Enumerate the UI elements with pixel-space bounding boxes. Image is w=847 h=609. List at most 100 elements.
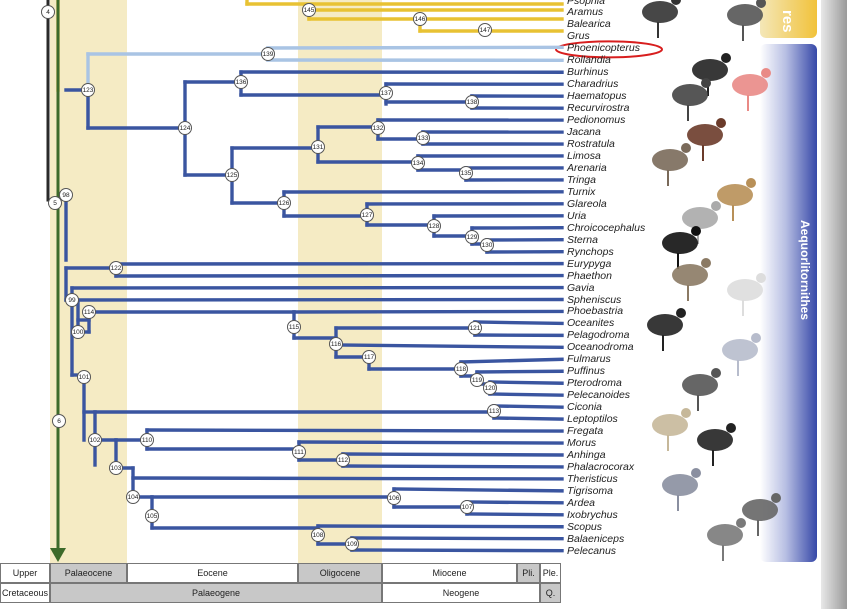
node-label: 113 (487, 404, 501, 418)
taxon-label: Spheniscus (567, 293, 622, 306)
taxon-label: Phoebastria (567, 305, 624, 318)
taxon-label: Haematopus (567, 90, 627, 103)
node-label: 107 (460, 500, 474, 514)
taxon-label: Grus (567, 30, 590, 43)
node-label: 146 (413, 12, 427, 26)
taxon-label: Oceanodroma (567, 341, 634, 354)
taxon-label: Rynchops (567, 245, 614, 258)
node-label: 115 (287, 320, 301, 334)
taxon-label: Tigrisoma (567, 484, 613, 497)
taxon-label: Recurvirostra (567, 102, 630, 115)
branch (465, 512, 564, 517)
node-label: 103 (109, 461, 123, 475)
node-label: 134 (411, 156, 425, 170)
bird-illustration (662, 474, 698, 496)
taxon-label: Phoenicopterus (567, 42, 640, 55)
branch (350, 536, 564, 541)
taxon-label: Jacana (567, 126, 601, 139)
taxon-label: Aramus (567, 6, 604, 19)
taxon-label: Theristicus (567, 472, 618, 485)
epoch-row-label: Upper (0, 563, 50, 583)
node-label: 5 (48, 196, 62, 210)
node-label: 119 (470, 373, 484, 387)
node-label: 117 (362, 350, 376, 364)
branch (465, 500, 564, 505)
node-label: 114 (82, 305, 96, 319)
taxon-label: Anhinga (567, 448, 606, 461)
bird-illustration (736, 518, 746, 528)
taxon-label: Burhinus (567, 66, 609, 79)
node-label: 138 (465, 95, 479, 109)
taxon-label: Balearica (567, 18, 611, 31)
branch (475, 369, 564, 374)
bird-illustration (727, 4, 763, 26)
taxon-label: Ixobrychus (567, 508, 618, 521)
node-label: 104 (126, 490, 140, 504)
bird-illustration (771, 493, 781, 503)
bird-illustration (726, 423, 736, 433)
taxon-label: Eurypyga (567, 257, 612, 270)
node-label: 4 (41, 5, 55, 19)
bird-illustration (672, 84, 708, 106)
branch (492, 416, 564, 421)
taxon-label: Morus (567, 437, 597, 450)
node-label: 145 (302, 3, 316, 17)
bird-illustration (711, 201, 721, 211)
node-label: 111 (292, 445, 306, 459)
branch (266, 45, 564, 50)
node-label: 123 (81, 83, 95, 97)
time-arrow (50, 548, 66, 562)
node-label: 139 (261, 47, 275, 61)
bird-illustration (746, 178, 756, 188)
period-quaternary: Q. (540, 583, 561, 603)
branch (488, 392, 564, 397)
branch (145, 428, 564, 433)
branch (76, 297, 564, 302)
branch (292, 309, 564, 314)
bird-illustration (676, 308, 686, 318)
branch (297, 440, 564, 445)
node-label: 108 (311, 528, 325, 542)
bird-illustration (681, 143, 691, 153)
taxon-label: Ciconia (567, 401, 603, 414)
node-label: 126 (277, 196, 291, 210)
branch (459, 357, 564, 364)
epoch-oligocene: Oligocene (298, 563, 382, 583)
bird-illustration (672, 264, 708, 286)
period-neogene: Neogene (382, 583, 540, 603)
taxon-label: Charadrius (567, 78, 619, 91)
taxon-label: Pterodroma (567, 377, 622, 390)
bird-illustration (697, 429, 733, 451)
branch (341, 452, 564, 457)
node-label: 127 (360, 208, 374, 222)
node-label: 124 (178, 121, 192, 135)
bird-illustration (682, 207, 718, 229)
bird-illustration (647, 314, 683, 336)
bird-illustration (682, 374, 718, 396)
node-label: 131 (311, 140, 325, 154)
node-label: 120 (483, 381, 497, 395)
clade-panel-top (760, 0, 817, 38)
node-label: 118 (454, 362, 468, 376)
bird-illustration (707, 524, 743, 546)
node-label: 135 (459, 166, 473, 180)
node-label: 132 (371, 121, 385, 135)
period-palaeogene: Palaeogene (50, 583, 382, 603)
bird-illustration (761, 68, 771, 78)
taxon-label: Oceanites (567, 317, 615, 330)
bird-illustration (716, 118, 726, 128)
branch (334, 343, 564, 350)
period-row-label: Cretaceous (0, 583, 50, 603)
node-label: 129 (465, 230, 479, 244)
bird-illustration (751, 333, 761, 343)
taxon-label: Rostratula (567, 138, 615, 151)
highlight-oval (555, 40, 663, 59)
node-label: 98 (59, 188, 73, 202)
branch (473, 320, 564, 326)
node-label: 147 (478, 23, 492, 37)
bird-illustration (722, 339, 758, 361)
node-label: 121 (468, 321, 482, 335)
bird-illustration (691, 226, 701, 236)
taxon-label: Gavia (567, 281, 595, 294)
